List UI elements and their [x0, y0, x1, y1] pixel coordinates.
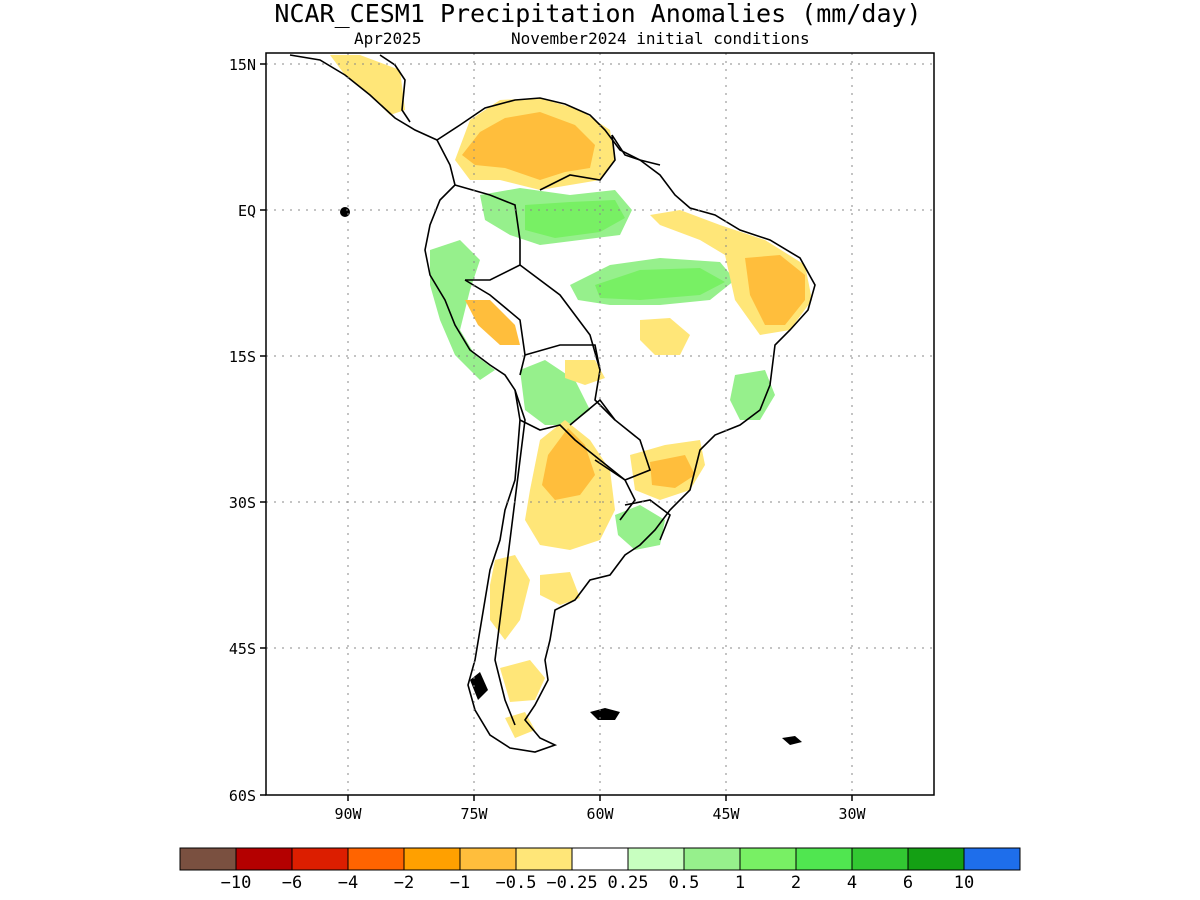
lon-tick-label: 75W	[460, 805, 488, 823]
country-border-chile	[494, 389, 526, 726]
lat-tick-label: 15N	[229, 56, 256, 74]
longitude-axis: 90W 75W 60W 45W 30W	[334, 795, 867, 823]
colorbar-swatch	[683, 847, 741, 871]
anomaly-wet-amazon-central-core	[595, 268, 725, 300]
anomaly-dry-south-brazil-core	[650, 455, 695, 488]
lon-tick-label: 60W	[586, 805, 614, 823]
anomaly-wet-peru	[430, 240, 495, 380]
country-border-bolivia	[524, 344, 601, 371]
colorbar-label: −0.5	[496, 873, 537, 893]
lat-tick-label: 15S	[229, 348, 256, 366]
colorbar-swatch	[739, 847, 797, 871]
anomaly-shading	[330, 55, 812, 738]
colorbar-label: −4	[338, 873, 358, 893]
colorbar-label: −1	[450, 873, 470, 893]
latitude-axis: 15N EQ 15S 30S 45S 60S	[229, 56, 266, 805]
coastline-layer	[289, 54, 816, 753]
map-plot-area	[266, 53, 934, 795]
colorbar-swatch	[515, 847, 573, 871]
lon-tick-label: 90W	[334, 805, 362, 823]
colorbar-label: 4	[847, 873, 857, 893]
colorbar-swatch	[459, 847, 517, 871]
south-georgia	[782, 736, 802, 745]
colorbar-swatch	[851, 847, 909, 871]
anomaly-dry-central-brazil	[640, 318, 690, 355]
anomaly-dry-venezuela-core	[462, 112, 595, 180]
anomaly-dry-peru	[465, 300, 520, 345]
colorbar-swatch	[291, 847, 349, 871]
colorbar-swatch	[403, 847, 461, 871]
lat-tick-label: 45S	[229, 640, 256, 658]
anomaly-wet-uruguay	[615, 505, 665, 550]
map-title: NCAR_CESM1 Precipitation Anomalies (mm/d…	[274, 0, 921, 28]
anomaly-wet-east-brazil	[730, 370, 775, 420]
colorbar-swatch	[235, 847, 293, 871]
country-border-colombia	[454, 184, 521, 281]
country-border-venezuela	[539, 134, 616, 191]
forecast-month: Apr2025	[354, 29, 421, 48]
colorbar-swatch	[795, 847, 853, 871]
galapagos-islands	[340, 207, 350, 217]
colorbar-swatch	[627, 847, 685, 871]
colorbar-swatch	[347, 847, 405, 871]
anomaly-wet-amazon-core	[525, 200, 625, 238]
anomaly-dry-patagonia-south	[500, 660, 545, 702]
colorbar-swatch	[907, 847, 965, 871]
south-america-coastline	[424, 97, 816, 753]
colorbar-label: −10	[221, 873, 252, 893]
anomaly-dry-bolivia-small	[565, 360, 605, 385]
colorbar-swatch	[963, 847, 1021, 871]
lon-tick-label: 45W	[712, 805, 740, 823]
colorbar-label: 0.5	[669, 873, 700, 893]
lon-tick-label: 30W	[838, 805, 866, 823]
country-border-argentina	[519, 419, 636, 521]
anomaly-dry-central-america	[330, 55, 405, 115]
anomaly-dry-patagonia-east	[540, 572, 580, 605]
country-border-guianas	[611, 134, 661, 166]
colorbar-label: 0.25	[608, 873, 649, 893]
country-border-peru	[464, 279, 526, 376]
anomaly-dry-tierra-del-fuego	[505, 712, 535, 738]
lat-tick-label: EQ	[238, 202, 256, 220]
anomaly-wet-bolivia	[520, 360, 590, 425]
falkland-islands	[590, 708, 620, 720]
lat-tick-label: 30S	[229, 494, 256, 512]
colorbar-swatch	[571, 847, 629, 871]
colorbar-label: 2	[791, 873, 801, 893]
anomaly-dry-northeast-brazil-core	[745, 255, 805, 325]
central-america-coastline	[289, 54, 438, 141]
colorbar-label: 6	[903, 873, 913, 893]
central-america-coastline-north	[379, 54, 411, 123]
colorbar-label: −2	[394, 873, 414, 893]
country-border-brazil-west	[519, 264, 616, 421]
colorbar-label: −6	[282, 873, 302, 893]
country-border-uruguay	[624, 499, 671, 541]
colorbar-label: 1	[735, 873, 745, 893]
colorbar-label: 10	[954, 873, 974, 893]
lat-tick-label: 60S	[229, 787, 256, 805]
chilean-archipelago	[470, 672, 488, 700]
initial-conditions: November2024 initial conditions	[511, 29, 810, 48]
colorbar: −10 −6 −4 −2 −1 −0.5 −0.25 0.25 0.5 1 2 4 6 10	[179, 847, 1021, 893]
colorbar-label: −0.25	[546, 873, 597, 893]
colorbar-swatch	[179, 847, 237, 871]
anomaly-dry-patagonia-north	[490, 555, 530, 640]
